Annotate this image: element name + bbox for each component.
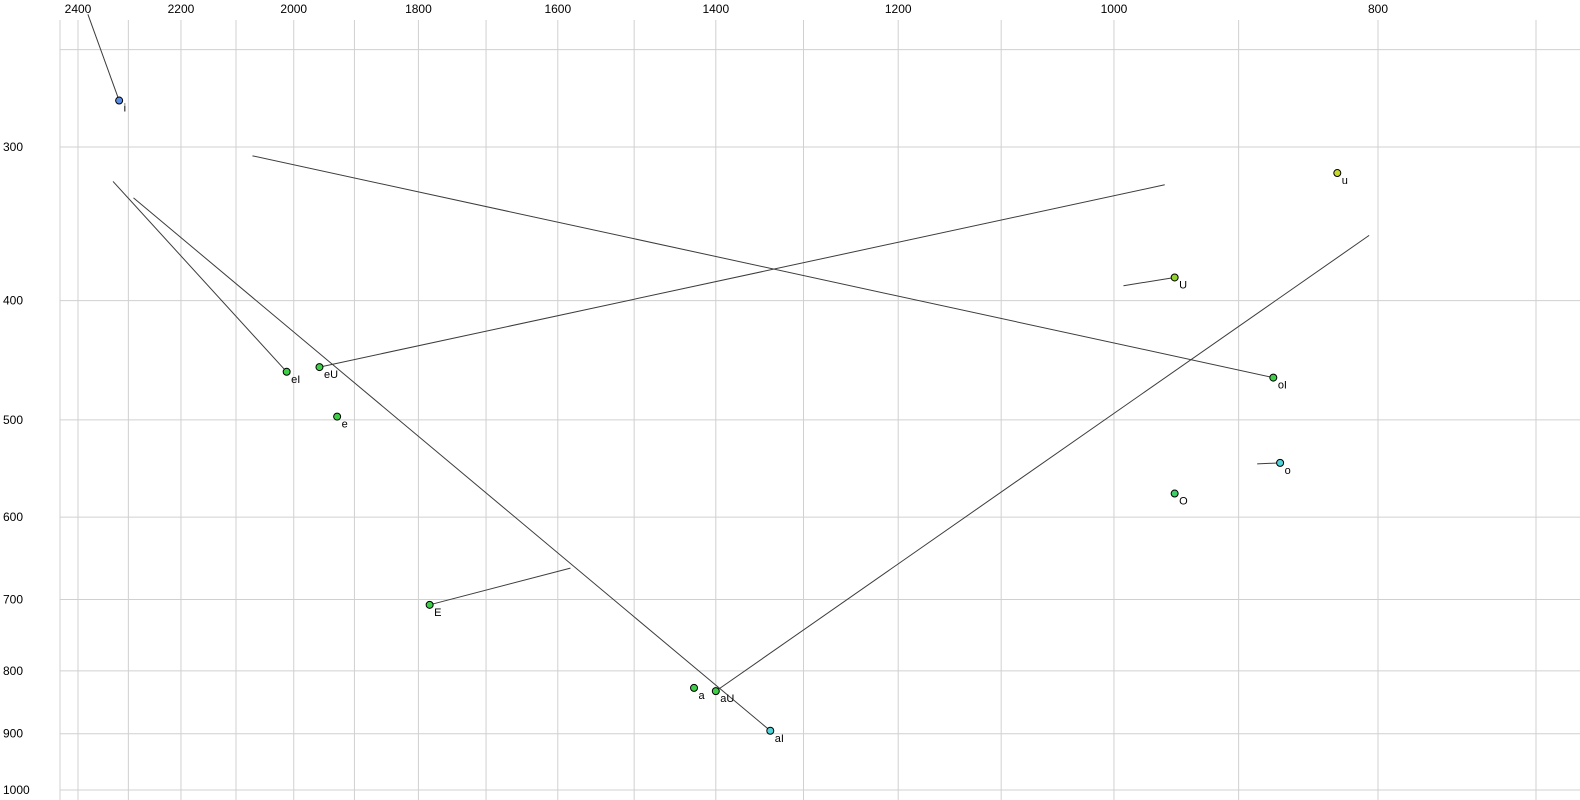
vowel-point-label: oI (1278, 380, 1287, 392)
vowel-trajectory-line (133, 197, 771, 732)
x-tick-label: 1200 (885, 2, 912, 16)
y-tick-label: 500 (3, 413, 23, 427)
vowel-point[interactable] (1170, 273, 1179, 282)
vowel-point[interactable] (711, 687, 720, 696)
vowel-point-label: u (1342, 175, 1348, 187)
vowel-point[interactable] (1269, 373, 1278, 382)
vowel-point-label: aU (720, 693, 734, 705)
vowel-point-label: a (699, 690, 706, 702)
vowel-point-label: aI (775, 733, 784, 745)
vowel-point-label: e (342, 419, 348, 431)
vowel-trajectory-line (87, 14, 120, 101)
y-tick-label: 900 (3, 727, 23, 741)
x-tick-label: 2200 (168, 2, 195, 16)
y-tick-label: 600 (3, 510, 23, 524)
vowel-trajectory-line (1123, 276, 1175, 287)
vowel-point-label: U (1179, 279, 1187, 291)
vowel-point-label: O (1179, 496, 1188, 508)
vowel-trajectory-line (252, 155, 1274, 379)
vowel-point-label: eI (291, 374, 300, 386)
y-tick-label: 700 (3, 593, 23, 607)
vowel-point[interactable] (766, 726, 775, 735)
y-tick-label: 800 (3, 664, 23, 678)
vowel-trajectory-line (715, 234, 1370, 692)
y-tick-label: 400 (3, 294, 23, 308)
vowel-point[interactable] (333, 412, 342, 421)
vowel-point[interactable] (315, 363, 324, 372)
vowel-point[interactable] (115, 96, 124, 105)
vowel-point-label: E (434, 607, 441, 619)
vowel-point[interactable] (1333, 169, 1342, 178)
x-tick-label: 800 (1368, 2, 1388, 16)
vowel-point[interactable] (1170, 489, 1179, 498)
vowel-point[interactable] (690, 683, 699, 692)
y-tick-label: 300 (3, 140, 23, 154)
x-tick-label: 2400 (65, 2, 92, 16)
x-tick-label: 1800 (405, 2, 432, 16)
vowel-point[interactable] (425, 600, 434, 609)
vowel-point[interactable] (282, 367, 291, 376)
vowel-point[interactable] (1276, 458, 1285, 467)
vowel-trajectory-line (319, 184, 1165, 368)
vowel-point-label: i (124, 103, 126, 115)
x-tick-label: 1600 (544, 2, 571, 16)
vowel-point-label: o (1285, 465, 1291, 477)
vowel-trajectory-line (112, 181, 288, 373)
vowel-point-label: eU (324, 369, 338, 381)
y-tick-label: 1000 (3, 783, 30, 797)
x-tick-label: 2000 (280, 2, 307, 16)
vowel-trajectory-line (429, 567, 571, 606)
x-tick-label: 1400 (702, 2, 729, 16)
x-tick-label: 1000 (1101, 2, 1128, 16)
